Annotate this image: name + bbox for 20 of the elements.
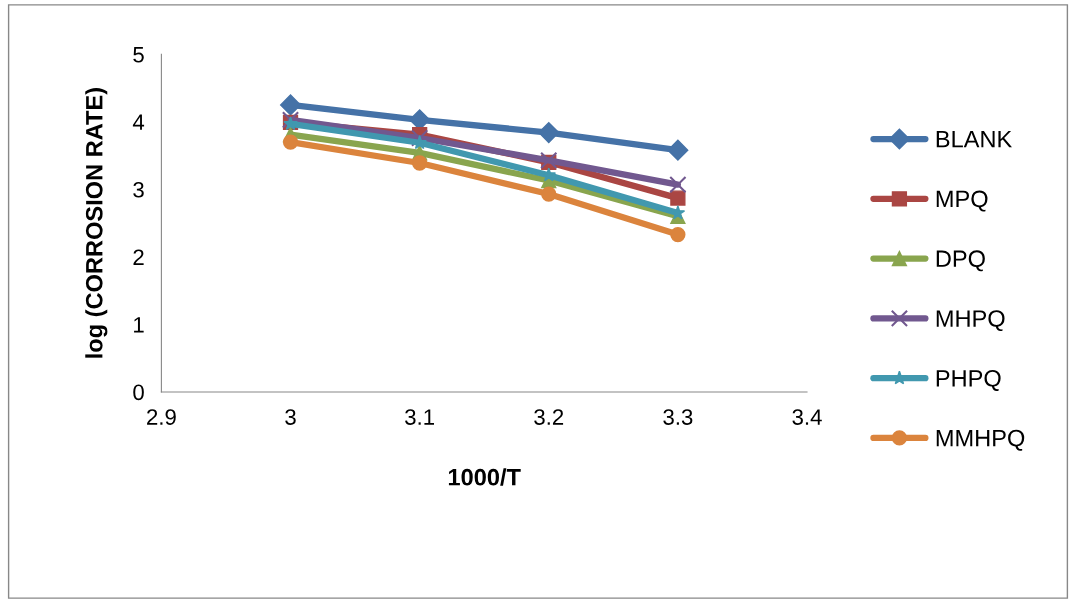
y-tick-label: 1 — [134, 317, 144, 333]
legend-label: MMHPQ — [936, 429, 1025, 451]
x-tick-label: 2.9 — [147, 409, 176, 425]
x-axis-title: 1000/T — [448, 468, 521, 486]
legend-label: BLANK — [936, 131, 1012, 148]
x-tick-label: 3.3 — [663, 409, 693, 425]
legend-label: PHPQ — [936, 369, 1001, 391]
y-tick-label: 0 — [133, 384, 144, 401]
y-tick-label: 2 — [133, 249, 144, 265]
y-tick-label: 5 — [133, 47, 144, 63]
legend-label: MPQ — [936, 190, 988, 212]
y-tick-label: 4 — [132, 114, 145, 130]
legend-label: MHPQ — [936, 310, 1005, 332]
x-tick-label: 3 — [285, 409, 296, 425]
x-tick-label: 3.1 — [405, 409, 434, 425]
x-tick-label: 3.2 — [534, 409, 564, 425]
x-tick-label: 3.4 — [792, 409, 822, 425]
y-tick-label: 3 — [133, 181, 144, 198]
y-axis-title: log (CORROSION RATE) — [85, 88, 108, 358]
legend-label: DPQ — [936, 250, 985, 272]
